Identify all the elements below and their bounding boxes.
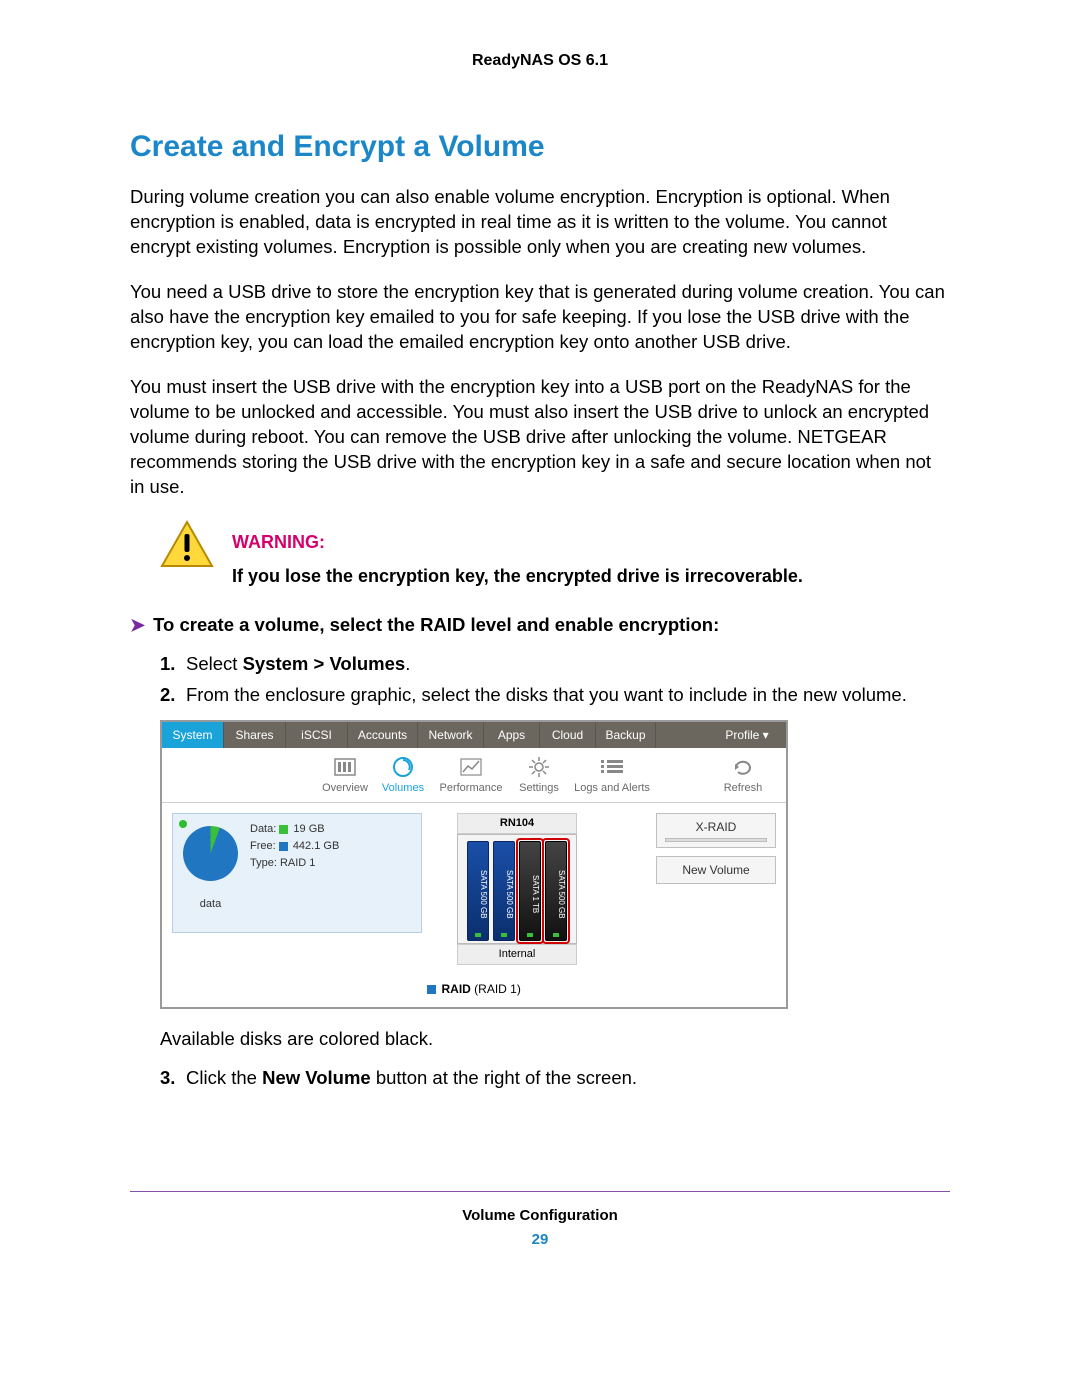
intro-paragraph-3: You must insert the USB drive with the e… [130, 375, 950, 500]
warning-icon [160, 520, 214, 568]
tab-accounts[interactable]: Accounts [348, 722, 418, 748]
content-area: data Data: 19 GB Free: 442.1 GB Type: RA… [162, 803, 786, 975]
enclosure-graphic: RN104 SATA 500 GB SATA 500 GB SATA 1 TB … [432, 813, 602, 965]
tab-backup[interactable]: Backup [596, 722, 656, 748]
step-1: 1.Select System > Volumes. [160, 652, 950, 677]
intro-paragraph-1: During volume creation you can also enab… [130, 185, 950, 260]
tab-cloud[interactable]: Cloud [540, 722, 596, 748]
ui-screenshot: System Shares iSCSI Accounts Network App… [160, 720, 788, 1009]
drive-bay-4[interactable]: SATA 500 GB [545, 841, 567, 941]
step-1-text-pre: Select [186, 653, 243, 674]
drive-bay-2[interactable]: SATA 500 GB [493, 841, 515, 941]
logs-icon [568, 756, 656, 778]
tab-shares[interactable]: Shares [224, 722, 286, 748]
refresh-icon [714, 756, 772, 778]
page-header: ReadyNAS OS 6.1 [130, 50, 950, 72]
step-3: 3.Click the New Volume button at the rig… [160, 1066, 950, 1091]
footer-rule [130, 1191, 950, 1192]
step-3-bold: New Volume [262, 1067, 371, 1088]
tool-overview[interactable]: Overview [316, 756, 374, 796]
procedure-arrow-icon: ➤ [130, 615, 145, 635]
xraid-button[interactable]: X-RAID [656, 813, 776, 848]
step-2-text: From the enclosure graphic, select the d… [186, 684, 907, 705]
volumes-icon [374, 756, 432, 778]
tab-iscsi[interactable]: iSCSI [286, 722, 348, 748]
tab-network[interactable]: Network [418, 722, 484, 748]
step-3-pre: Click the [186, 1067, 262, 1088]
warning-text: If you lose the encryption key, the encr… [232, 564, 803, 588]
enclosure-internal-label: Internal [457, 944, 577, 965]
tab-apps[interactable]: Apps [484, 722, 540, 748]
procedure-intro-text: To create a volume, select the RAID leve… [153, 614, 719, 635]
overview-icon [316, 756, 374, 778]
intro-paragraph-2: You need a USB drive to store the encryp… [130, 280, 950, 355]
tool-settings[interactable]: Settings [510, 756, 568, 796]
tab-profile[interactable]: Profile ▾ [708, 722, 786, 748]
footer-section-title: Volume Configuration [130, 1206, 950, 1226]
volume-name: data [183, 897, 238, 912]
volume-card[interactable]: data Data: 19 GB Free: 442.1 GB Type: RA… [172, 813, 422, 933]
after-image-note: Available disks are colored black. [160, 1027, 950, 1052]
warning-label: WARNING: [232, 530, 803, 554]
step-2: 2.From the enclosure graphic, select the… [160, 683, 950, 708]
tool-performance[interactable]: Performance [432, 756, 510, 796]
tool-volumes[interactable]: Volumes [374, 756, 432, 796]
tab-system[interactable]: System [162, 722, 224, 748]
enclosure-model: RN104 [457, 813, 577, 834]
procedure-intro: ➤ To create a volume, select the RAID lev… [130, 613, 950, 638]
tab-bar: System Shares iSCSI Accounts Network App… [162, 722, 786, 748]
drive-bay-1[interactable]: SATA 500 GB [467, 841, 489, 941]
performance-icon [432, 756, 510, 778]
drive-bays: SATA 500 GB SATA 500 GB SATA 1 TB SATA 5… [457, 834, 577, 944]
volume-pie-chart [183, 826, 238, 881]
step-3-post: button at the right of the screen. [371, 1067, 637, 1088]
tool-logs[interactable]: Logs and Alerts [568, 756, 656, 796]
step-1-text-post: . [405, 653, 410, 674]
step-1-bold: System > Volumes [243, 653, 406, 674]
toolbar: Overview Volumes Performance Settings [162, 748, 786, 803]
settings-icon [510, 756, 568, 778]
raid-legend: RAID (RAID 1) [162, 975, 786, 1007]
section-heading: Create and Encrypt a Volume [130, 127, 950, 168]
new-volume-button[interactable]: New Volume [656, 856, 776, 884]
volume-stats: Data: 19 GB Free: 442.1 GB Type: RAID 1 [250, 822, 339, 924]
drive-bay-3[interactable]: SATA 1 TB [519, 841, 541, 941]
tool-refresh[interactable]: Refresh [714, 756, 772, 796]
footer-page-number: 29 [130, 1230, 950, 1250]
warning-block: WARNING: If you lose the encryption key,… [160, 520, 950, 589]
